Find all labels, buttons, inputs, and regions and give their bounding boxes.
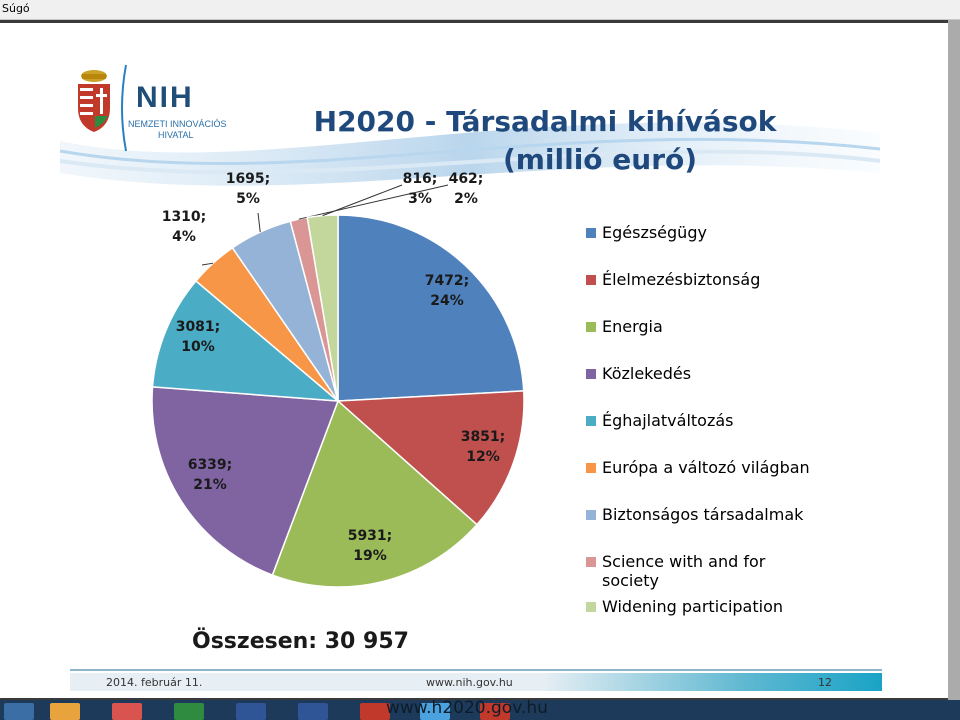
leader-line-6 [201,262,214,266]
legend-item-4: Közlekedés [586,364,691,383]
slide-title: H2020 - Társadalmi kihívások (millió eur… [260,103,830,179]
taskbar-app-icon-5[interactable] [236,703,266,720]
legend-swatch-4 [586,369,596,379]
menu-item-help[interactable]: Súgó [2,2,30,15]
pie-slice-1 [337,214,525,402]
logo-acronym: NIH [136,81,194,114]
footer-divider [70,669,882,671]
legend-swatch-8 [586,557,596,567]
legend-swatch-7 [586,510,596,520]
legend-item-1: Egészségügy [586,223,707,242]
pie-slice-5 [151,279,341,402]
leader-line-8 [298,184,449,220]
logo-name-line2: HIVATAL [158,130,194,140]
legend-item-7: Biztonságos társadalmak [586,505,803,524]
data-label-1: 7472; 24% [425,273,470,309]
taskbar-app-icon-4[interactable] [174,703,204,720]
slide-title-line1: H2020 - Társadalmi kihívások [313,105,777,138]
slide-title-line2: (millió euró) [502,143,698,176]
data-label-3: 5931; 19% [348,528,393,564]
legend-label-5: Éghajlatváltozás [602,411,734,430]
taskbar-app-icon-3[interactable] [112,703,142,720]
taskbar-app-icon-8[interactable] [420,703,450,720]
taskbar-app-icon-1[interactable] [4,703,34,720]
leader-line-7 [257,212,261,233]
taskbar-app-icon-7[interactable] [360,703,390,720]
data-label-6: 1310; 4% [162,209,207,245]
data-label-2: 3851; 12% [461,429,506,465]
legend-label-1: Egészségügy [602,223,707,242]
legend-swatch-5 [586,416,596,426]
data-label-9: 816; 3% [403,171,438,207]
page-number: 12 [818,676,832,689]
pie-slice-4 [151,386,340,577]
legend-item-5: Éghajlatváltozás [586,411,734,430]
watermark-url: www.h2020.gov.hu [386,698,548,718]
taskbar [0,700,960,720]
footer-gradient [540,673,882,691]
leader-line-9 [322,184,403,217]
legend-label-2: Élelmezésbiztonság [602,270,761,289]
menu-bar: Súgó [0,0,960,20]
pie-slice-3 [271,399,478,588]
legend-item-9: Widening participation [586,597,783,616]
legend-swatch-9 [586,602,596,612]
legend-label-3: Energia [602,317,663,336]
footer-date: 2014. február 11. [106,676,203,689]
legend-label-7: Biztonságos társadalmak [602,505,804,524]
legend-swatch-2 [586,275,596,285]
footer-url: www.nih.gov.hu [426,676,513,689]
legend-item-3: Energia [586,317,663,336]
data-label-8: 462; 2% [449,171,484,207]
header-swoosh-decoration [59,122,881,186]
data-label-4: 6339; 21% [188,457,233,493]
legend-item-2: Élelmezésbiztonság [586,270,760,289]
legend-label-4: Közlekedés [602,364,692,383]
legend-label-6: Európa a változó világban [602,458,810,477]
vertical-scrollbar[interactable] [948,20,960,700]
legend-label-8: Science with and for society [602,552,766,590]
taskbar-app-icon-2[interactable] [50,703,80,720]
pie-slice-2 [336,390,525,526]
data-label-5: 3081; 10% [176,319,221,355]
taskbar-app-icon-6[interactable] [298,703,328,720]
data-label-7: 1695; 5% [226,171,271,207]
taskbar-app-icon-9[interactable] [480,703,510,720]
legend-swatch-1 [586,228,596,238]
pie-chart: 7472; 24% 3851; 12% 5931; 19% 6339; 21% 3081; 10%… [151,171,525,588]
legend-label-9: Widening participation [602,597,783,616]
total-sum: Összesen: 30 957 [192,629,409,654]
legend-swatch-6 [586,463,596,473]
pie-slice-9 [306,214,339,402]
logo-name-line1: NEMZETI INNOVÁCIÓS [128,119,227,129]
legend-item-8: Science with and for society [586,552,802,590]
slide: NIH NEMZETI INNOVÁCIÓS HIVATAL H2020 - T… [0,23,948,698]
logo-divider-curve [121,64,127,152]
legend-item-6: Európa a változó világban [586,458,810,477]
legend-swatch-3 [586,322,596,332]
hungarian-coat-of-arms-icon [78,70,110,132]
